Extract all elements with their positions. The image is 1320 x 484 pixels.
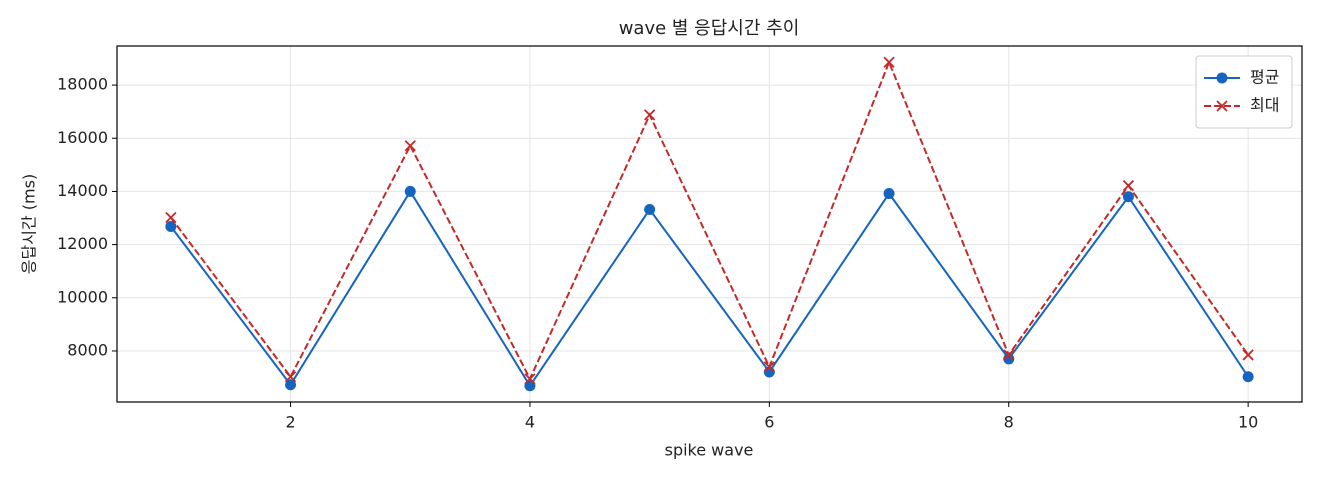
marker-stroke xyxy=(1242,349,1254,361)
series-line xyxy=(170,189,1249,388)
legend-marker xyxy=(1216,72,1228,84)
marker-stroke xyxy=(1003,349,1015,361)
marker-stroke xyxy=(644,109,656,121)
data-point xyxy=(524,380,536,392)
x-axis-label: spike wave xyxy=(665,441,754,460)
y-tick-label: 14000 xyxy=(57,181,108,200)
legend-label: 최대 xyxy=(1250,96,1279,115)
marker-stroke xyxy=(1216,100,1228,112)
data-point xyxy=(644,109,656,121)
data-point xyxy=(883,56,895,68)
marker-stroke xyxy=(524,373,536,385)
data-point xyxy=(644,204,656,216)
data-point xyxy=(1242,371,1254,383)
data-point xyxy=(285,379,297,391)
series-line xyxy=(170,59,1249,382)
data-point xyxy=(404,185,416,197)
x-tick-label: 4 xyxy=(525,413,535,432)
data-point xyxy=(165,221,177,233)
marker-stroke xyxy=(1122,179,1135,192)
legend-marker xyxy=(1216,100,1228,112)
legend-label: 평균 xyxy=(1250,68,1279,87)
data-point xyxy=(1242,349,1254,361)
y-tick-label: 12000 xyxy=(57,234,108,253)
chart-title: wave 별 응답시간 추이 xyxy=(619,18,800,39)
marker-stroke xyxy=(284,371,297,383)
x-tick-label: 8 xyxy=(1004,413,1014,432)
data-point xyxy=(1122,191,1134,203)
data-point xyxy=(1003,353,1015,365)
marker-stroke xyxy=(883,56,895,68)
y-tick-label: 8000 xyxy=(67,340,108,359)
data-point xyxy=(284,371,297,383)
x-tick-label: 10 xyxy=(1238,413,1258,432)
marker-stroke xyxy=(763,361,775,373)
marker-stroke xyxy=(165,211,177,224)
plot-frame xyxy=(116,45,1303,403)
y-axis-label: 응답시간 (ms) xyxy=(20,174,39,274)
data-point xyxy=(165,211,177,224)
data-point xyxy=(763,361,775,373)
data-point xyxy=(883,188,895,200)
data-point xyxy=(524,373,536,385)
y-tick-label: 16000 xyxy=(57,128,108,147)
y-tick-label: 10000 xyxy=(57,287,108,306)
data-point xyxy=(1003,349,1015,361)
data-point xyxy=(1122,179,1135,192)
x-tick-label: 6 xyxy=(764,413,774,432)
data-point xyxy=(404,140,416,152)
marker-stroke xyxy=(404,140,416,152)
y-tick-label: 18000 xyxy=(57,75,108,94)
x-tick-label: 2 xyxy=(285,413,295,432)
